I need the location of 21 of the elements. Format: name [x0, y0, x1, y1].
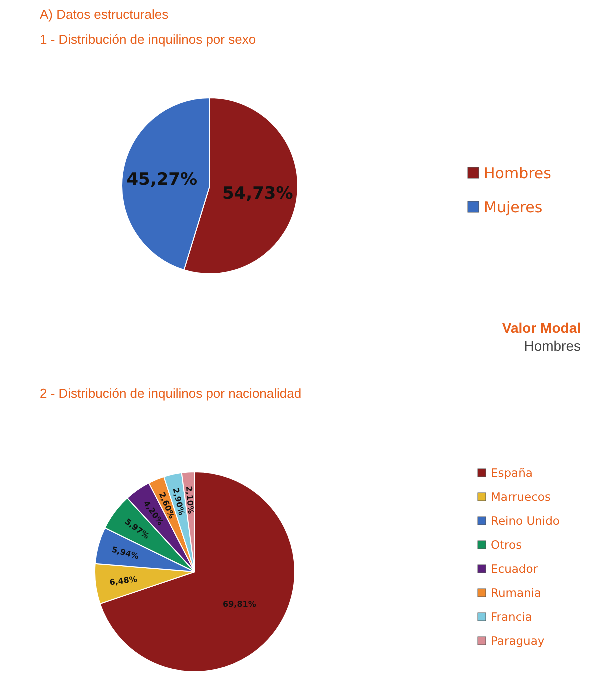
legend-label: Paraguay: [491, 634, 545, 648]
text: Hombres: [524, 338, 581, 354]
legend-label: Marruecos: [491, 490, 551, 504]
legend-label: Otros: [491, 538, 522, 552]
data-label: 2,10%: [184, 486, 196, 514]
data-label: 5,94%: [110, 545, 140, 562]
data-label: 69,81%: [223, 600, 256, 609]
data-label: 54,73%: [222, 184, 294, 204]
legend-label: Hombres: [484, 164, 552, 182]
data-label: 6,48%: [109, 574, 138, 588]
chart-subtitle: 1 - Distribución de inquilinos por sexo: [40, 32, 256, 47]
text: Valor Modal: [502, 320, 581, 336]
legend-label: Ecuador: [491, 562, 538, 576]
legend-label: España: [491, 466, 533, 480]
chart-title: 2 - Distribución de inquilinos por nacionalidad: [40, 386, 302, 401]
chart-title: A) Datos estructurales: [40, 7, 170, 22]
legend-label: Mujeres: [484, 198, 543, 216]
legend-label: Rumania: [491, 586, 542, 600]
legend-label: Reino Unido: [491, 514, 560, 528]
legend-label: Francia: [491, 610, 532, 624]
data-label: 45,27%: [126, 170, 198, 190]
